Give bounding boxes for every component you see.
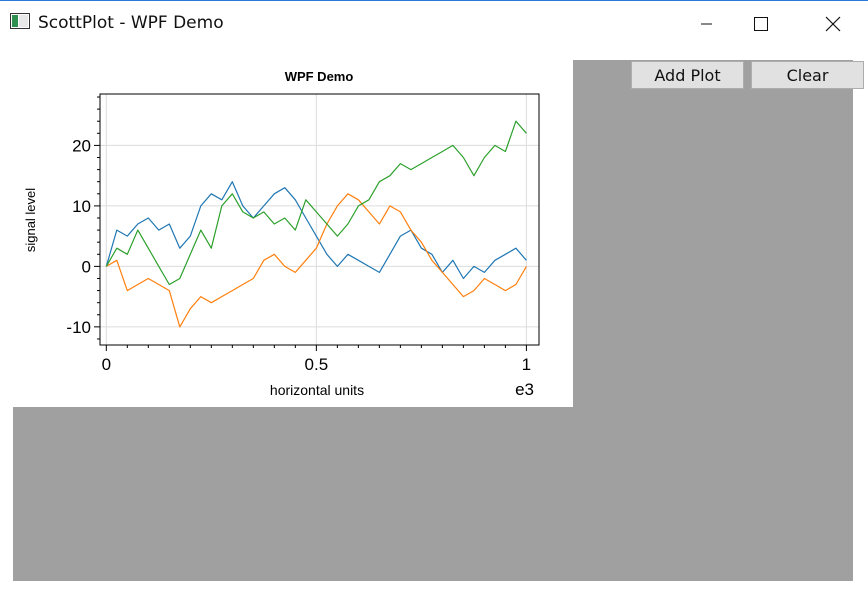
series-line-1 xyxy=(105,181,527,280)
window-top-border xyxy=(0,0,868,1)
y-axis-label: signal level xyxy=(23,188,38,252)
axis-ticks: 0 0.5 1 -10 0 10 20 xyxy=(66,96,531,374)
x-tick-label: 0 xyxy=(102,355,111,374)
chart-title: WPF Demo xyxy=(285,69,354,84)
plot-figure: WPF Demo 0 0.5 1 -10 0 10 20 signal level hori… xyxy=(23,69,540,399)
y-tick-label: 20 xyxy=(72,136,91,155)
y-tick-label: -10 xyxy=(66,318,91,337)
plot-control[interactable]: WPF Demo 0 0.5 1 -10 0 10 20 signal level hori… xyxy=(13,60,573,407)
grid-lines xyxy=(100,94,539,345)
maximize-button[interactable] xyxy=(738,2,784,46)
title-bar[interactable]: ScottPlot - WPF Demo xyxy=(0,1,868,45)
app-icon xyxy=(10,13,30,29)
minimize-icon xyxy=(701,23,712,25)
x-axis-label: horizontal units xyxy=(270,382,364,398)
series-lines xyxy=(105,120,527,328)
window-title: ScottPlot - WPF Demo xyxy=(38,13,224,33)
series-line-2 xyxy=(105,193,527,328)
x-tick-label: 0.5 xyxy=(305,355,329,374)
clear-button[interactable]: Clear xyxy=(751,61,864,89)
x-tick-label: 1 xyxy=(522,355,531,374)
close-icon xyxy=(825,16,841,32)
y-tick-label: 10 xyxy=(72,197,91,216)
add-plot-button[interactable]: Add Plot xyxy=(631,61,744,89)
plot-frame xyxy=(99,93,540,346)
close-button[interactable] xyxy=(810,2,856,46)
minimize-button[interactable] xyxy=(684,2,730,46)
x-axis-multiplier: e3 xyxy=(515,380,534,399)
y-tick-label: 0 xyxy=(82,257,91,276)
maximize-icon xyxy=(754,17,768,31)
series-line-3 xyxy=(105,120,527,286)
